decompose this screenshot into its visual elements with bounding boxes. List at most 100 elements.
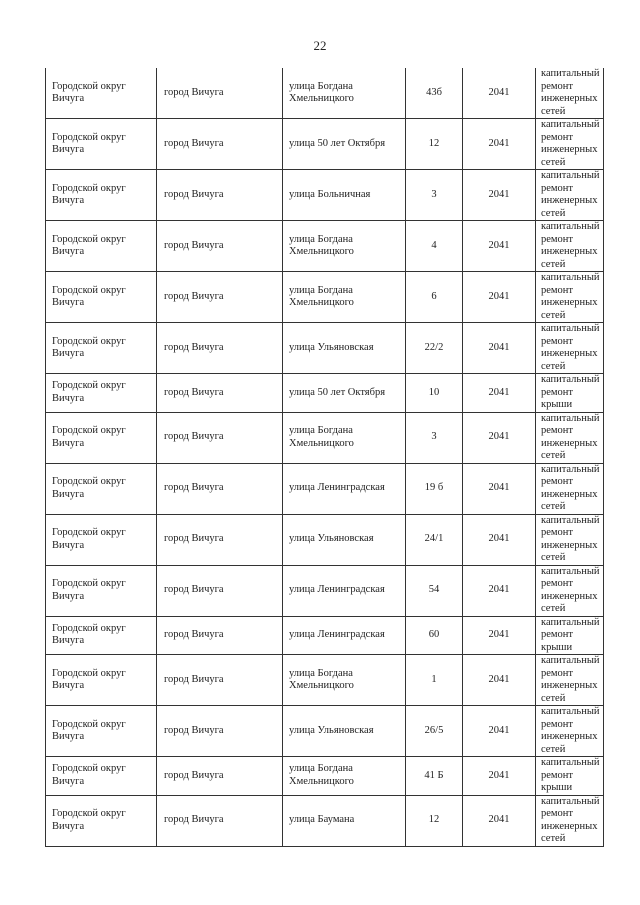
district-cell: Городской округ Вичуга: [45, 411, 157, 464]
year-cell: 2041: [462, 220, 536, 272]
city-cell: город Вичуга: [156, 564, 283, 617]
house-number-cell: 24/1: [405, 513, 463, 566]
work-type-cell: капитальный ремонт инженерных сетей: [535, 564, 604, 617]
district-cell: Городской округ Вичуга: [45, 705, 157, 757]
house-number-cell: 26/5: [405, 705, 463, 757]
city-cell: город Вичуга: [156, 118, 283, 170]
work-type-cell: капитальный ремонт инженерных сетей: [535, 705, 604, 757]
year-cell: 2041: [462, 615, 536, 655]
year-cell: 2041: [462, 654, 536, 706]
page-number: 22: [313, 38, 327, 53]
city-cell: город Вичуга: [156, 705, 283, 757]
housing-repair-table: Городской округ Вичуга город Вичуга улица …: [45, 68, 604, 847]
city-cell: город Вичуга: [156, 654, 283, 706]
work-type-cell: капитальный ремонт инженерных сетей: [535, 271, 604, 323]
table-row: Городской округ Вичуга город Вичуга улица …: [45, 462, 604, 515]
work-type-cell: капитальный ремонт крыши: [535, 373, 604, 413]
house-number-cell: 19 б: [405, 462, 463, 515]
house-number-cell: 3: [405, 411, 463, 464]
district-cell: Городской округ Вичуга: [45, 220, 157, 272]
district-cell: Городской округ Вичуга: [45, 118, 157, 170]
year-cell: 2041: [462, 271, 536, 323]
city-cell: город Вичуга: [156, 411, 283, 464]
street-cell: улица Богдана Хмельницкого: [282, 271, 406, 323]
district-cell: Городской округ Вичуга: [45, 615, 157, 655]
house-number-cell: 43б: [405, 68, 463, 119]
house-number-cell: 12: [405, 794, 463, 847]
year-cell: 2041: [462, 118, 536, 170]
table-row: Городской округ Вичуга город Вичуга улица …: [45, 705, 604, 757]
street-cell: улица Ленинградская: [282, 615, 406, 655]
house-number-cell: 22/2: [405, 322, 463, 374]
city-cell: город Вичуга: [156, 373, 283, 413]
district-cell: Городской округ Вичуга: [45, 271, 157, 323]
year-cell: 2041: [462, 169, 536, 221]
street-cell: улица Ульяновская: [282, 513, 406, 566]
street-cell: улица Богдана Хмельницкого: [282, 411, 406, 464]
year-cell: 2041: [462, 794, 536, 847]
district-cell: Городской округ Вичуга: [45, 462, 157, 515]
city-cell: город Вичуга: [156, 615, 283, 655]
street-cell: улица Ульяновская: [282, 705, 406, 757]
house-number-cell: 54: [405, 564, 463, 617]
year-cell: 2041: [462, 564, 536, 617]
street-cell: улица 50 лет Октября: [282, 118, 406, 170]
table-row: Городской округ Вичуга город Вичуга улица …: [45, 411, 604, 464]
district-cell: Городской округ Вичуга: [45, 756, 157, 796]
house-number-cell: 3: [405, 169, 463, 221]
work-type-cell: капитальный ремонт инженерных сетей: [535, 794, 604, 847]
house-number-cell: 41 Б: [405, 756, 463, 796]
house-number-cell: 12: [405, 118, 463, 170]
street-cell: улица Больничная: [282, 169, 406, 221]
table-row: Городской округ Вичуга город Вичуга улица …: [45, 654, 604, 706]
city-cell: город Вичуга: [156, 756, 283, 796]
table-row: Городской округ Вичуга город Вичуга улица …: [45, 615, 604, 655]
table-row: Городской округ Вичуга город Вичуга улица …: [45, 118, 604, 170]
city-cell: город Вичуга: [156, 220, 283, 272]
work-type-cell: капитальный ремонт инженерных сетей: [535, 462, 604, 515]
work-type-cell: капитальный ремонт инженерных сетей: [535, 68, 604, 119]
table-row: Городской округ Вичуга город Вичуга улица …: [45, 169, 604, 221]
table-row: Городской округ Вичуга город Вичуга улица …: [45, 220, 604, 272]
table-row: Городской округ Вичуга город Вичуга улица …: [45, 564, 604, 617]
city-cell: город Вичуга: [156, 169, 283, 221]
work-type-cell: капитальный ремонт инженерных сетей: [535, 220, 604, 272]
work-type-cell: капитальный ремонт инженерных сетей: [535, 513, 604, 566]
street-cell: улица Ленинградская: [282, 462, 406, 515]
city-cell: город Вичуга: [156, 322, 283, 374]
table-row: Городской округ Вичуга город Вичуга улица …: [45, 373, 604, 413]
street-cell: улица Ульяновская: [282, 322, 406, 374]
table-row: Городской округ Вичуга город Вичуга улица …: [45, 756, 604, 796]
street-cell: улица Богдана Хмельницкого: [282, 220, 406, 272]
city-cell: город Вичуга: [156, 68, 283, 119]
year-cell: 2041: [462, 411, 536, 464]
year-cell: 2041: [462, 322, 536, 374]
district-cell: Городской округ Вичуга: [45, 513, 157, 566]
house-number-cell: 60: [405, 615, 463, 655]
year-cell: 2041: [462, 513, 536, 566]
street-cell: улица Ленинградская: [282, 564, 406, 617]
work-type-cell: капитальный ремонт инженерных сетей: [535, 322, 604, 374]
street-cell: улица Богдана Хмельницкого: [282, 654, 406, 706]
work-type-cell: капитальный ремонт инженерных сетей: [535, 118, 604, 170]
house-number-cell: 1: [405, 654, 463, 706]
work-type-cell: капитальный ремонт крыши: [535, 756, 604, 796]
table-row: Городской округ Вичуга город Вичуга улица …: [45, 513, 604, 566]
work-type-cell: капитальный ремонт инженерных сетей: [535, 411, 604, 464]
district-cell: Городской округ Вичуга: [45, 373, 157, 413]
city-cell: город Вичуга: [156, 462, 283, 515]
work-type-cell: капитальный ремонт крыши: [535, 615, 604, 655]
street-cell: улица Богдана Хмельницкого: [282, 756, 406, 796]
house-number-cell: 6: [405, 271, 463, 323]
table-row: Городской округ Вичуга город Вичуга улица …: [45, 322, 604, 374]
house-number-cell: 4: [405, 220, 463, 272]
work-type-cell: капитальный ремонт инженерных сетей: [535, 169, 604, 221]
street-cell: улица 50 лет Октября: [282, 373, 406, 413]
district-cell: Городской округ Вичуга: [45, 654, 157, 706]
district-cell: Городской округ Вичуга: [45, 169, 157, 221]
year-cell: 2041: [462, 462, 536, 515]
table-row: Городской округ Вичуга город Вичуга улица …: [45, 794, 604, 847]
district-cell: Городской округ Вичуга: [45, 794, 157, 847]
table-row: Городской округ Вичуга город Вичуга улица …: [45, 68, 604, 119]
district-cell: Городской округ Вичуга: [45, 322, 157, 374]
